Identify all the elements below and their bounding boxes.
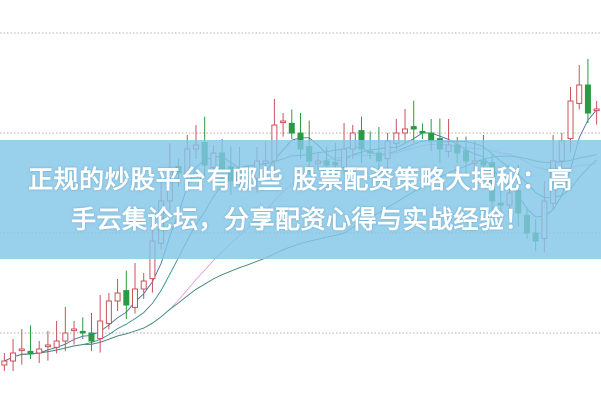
candle-body xyxy=(53,340,60,348)
candle-body xyxy=(567,100,574,140)
candle-body xyxy=(419,130,426,134)
candle-body xyxy=(71,328,78,332)
candle-body xyxy=(402,128,409,134)
candle-body xyxy=(140,280,147,290)
candle-body xyxy=(105,300,112,324)
candle-body xyxy=(79,330,86,334)
headline-banner: 正规的炒股平台有哪些 股票配资策略大揭秘：高 手云集论坛，分享配资心得与实战经验… xyxy=(0,140,601,259)
candle-body xyxy=(88,332,95,342)
candle-body xyxy=(280,120,287,124)
candle-body xyxy=(10,352,17,362)
candle-body xyxy=(584,84,591,114)
candle-body xyxy=(288,122,295,134)
candle-body xyxy=(132,288,139,308)
candle-body xyxy=(114,292,121,302)
candle-body xyxy=(36,348,43,354)
headline-line-2: 手云集论坛，分享配资心得与实战经验！ xyxy=(70,204,530,234)
candle-body xyxy=(62,332,69,342)
candle-body xyxy=(18,348,25,352)
candle-body xyxy=(44,344,51,348)
candle-body xyxy=(97,320,104,340)
candle-body xyxy=(1,360,8,366)
candle-body xyxy=(593,108,600,112)
candle-body xyxy=(576,84,583,104)
headline-line-1: 正规的炒股平台有哪些 股票配资策略大揭秘：高 xyxy=(28,164,573,194)
candle-body xyxy=(410,126,417,130)
candle-body xyxy=(27,350,34,354)
candle-body xyxy=(123,290,130,306)
